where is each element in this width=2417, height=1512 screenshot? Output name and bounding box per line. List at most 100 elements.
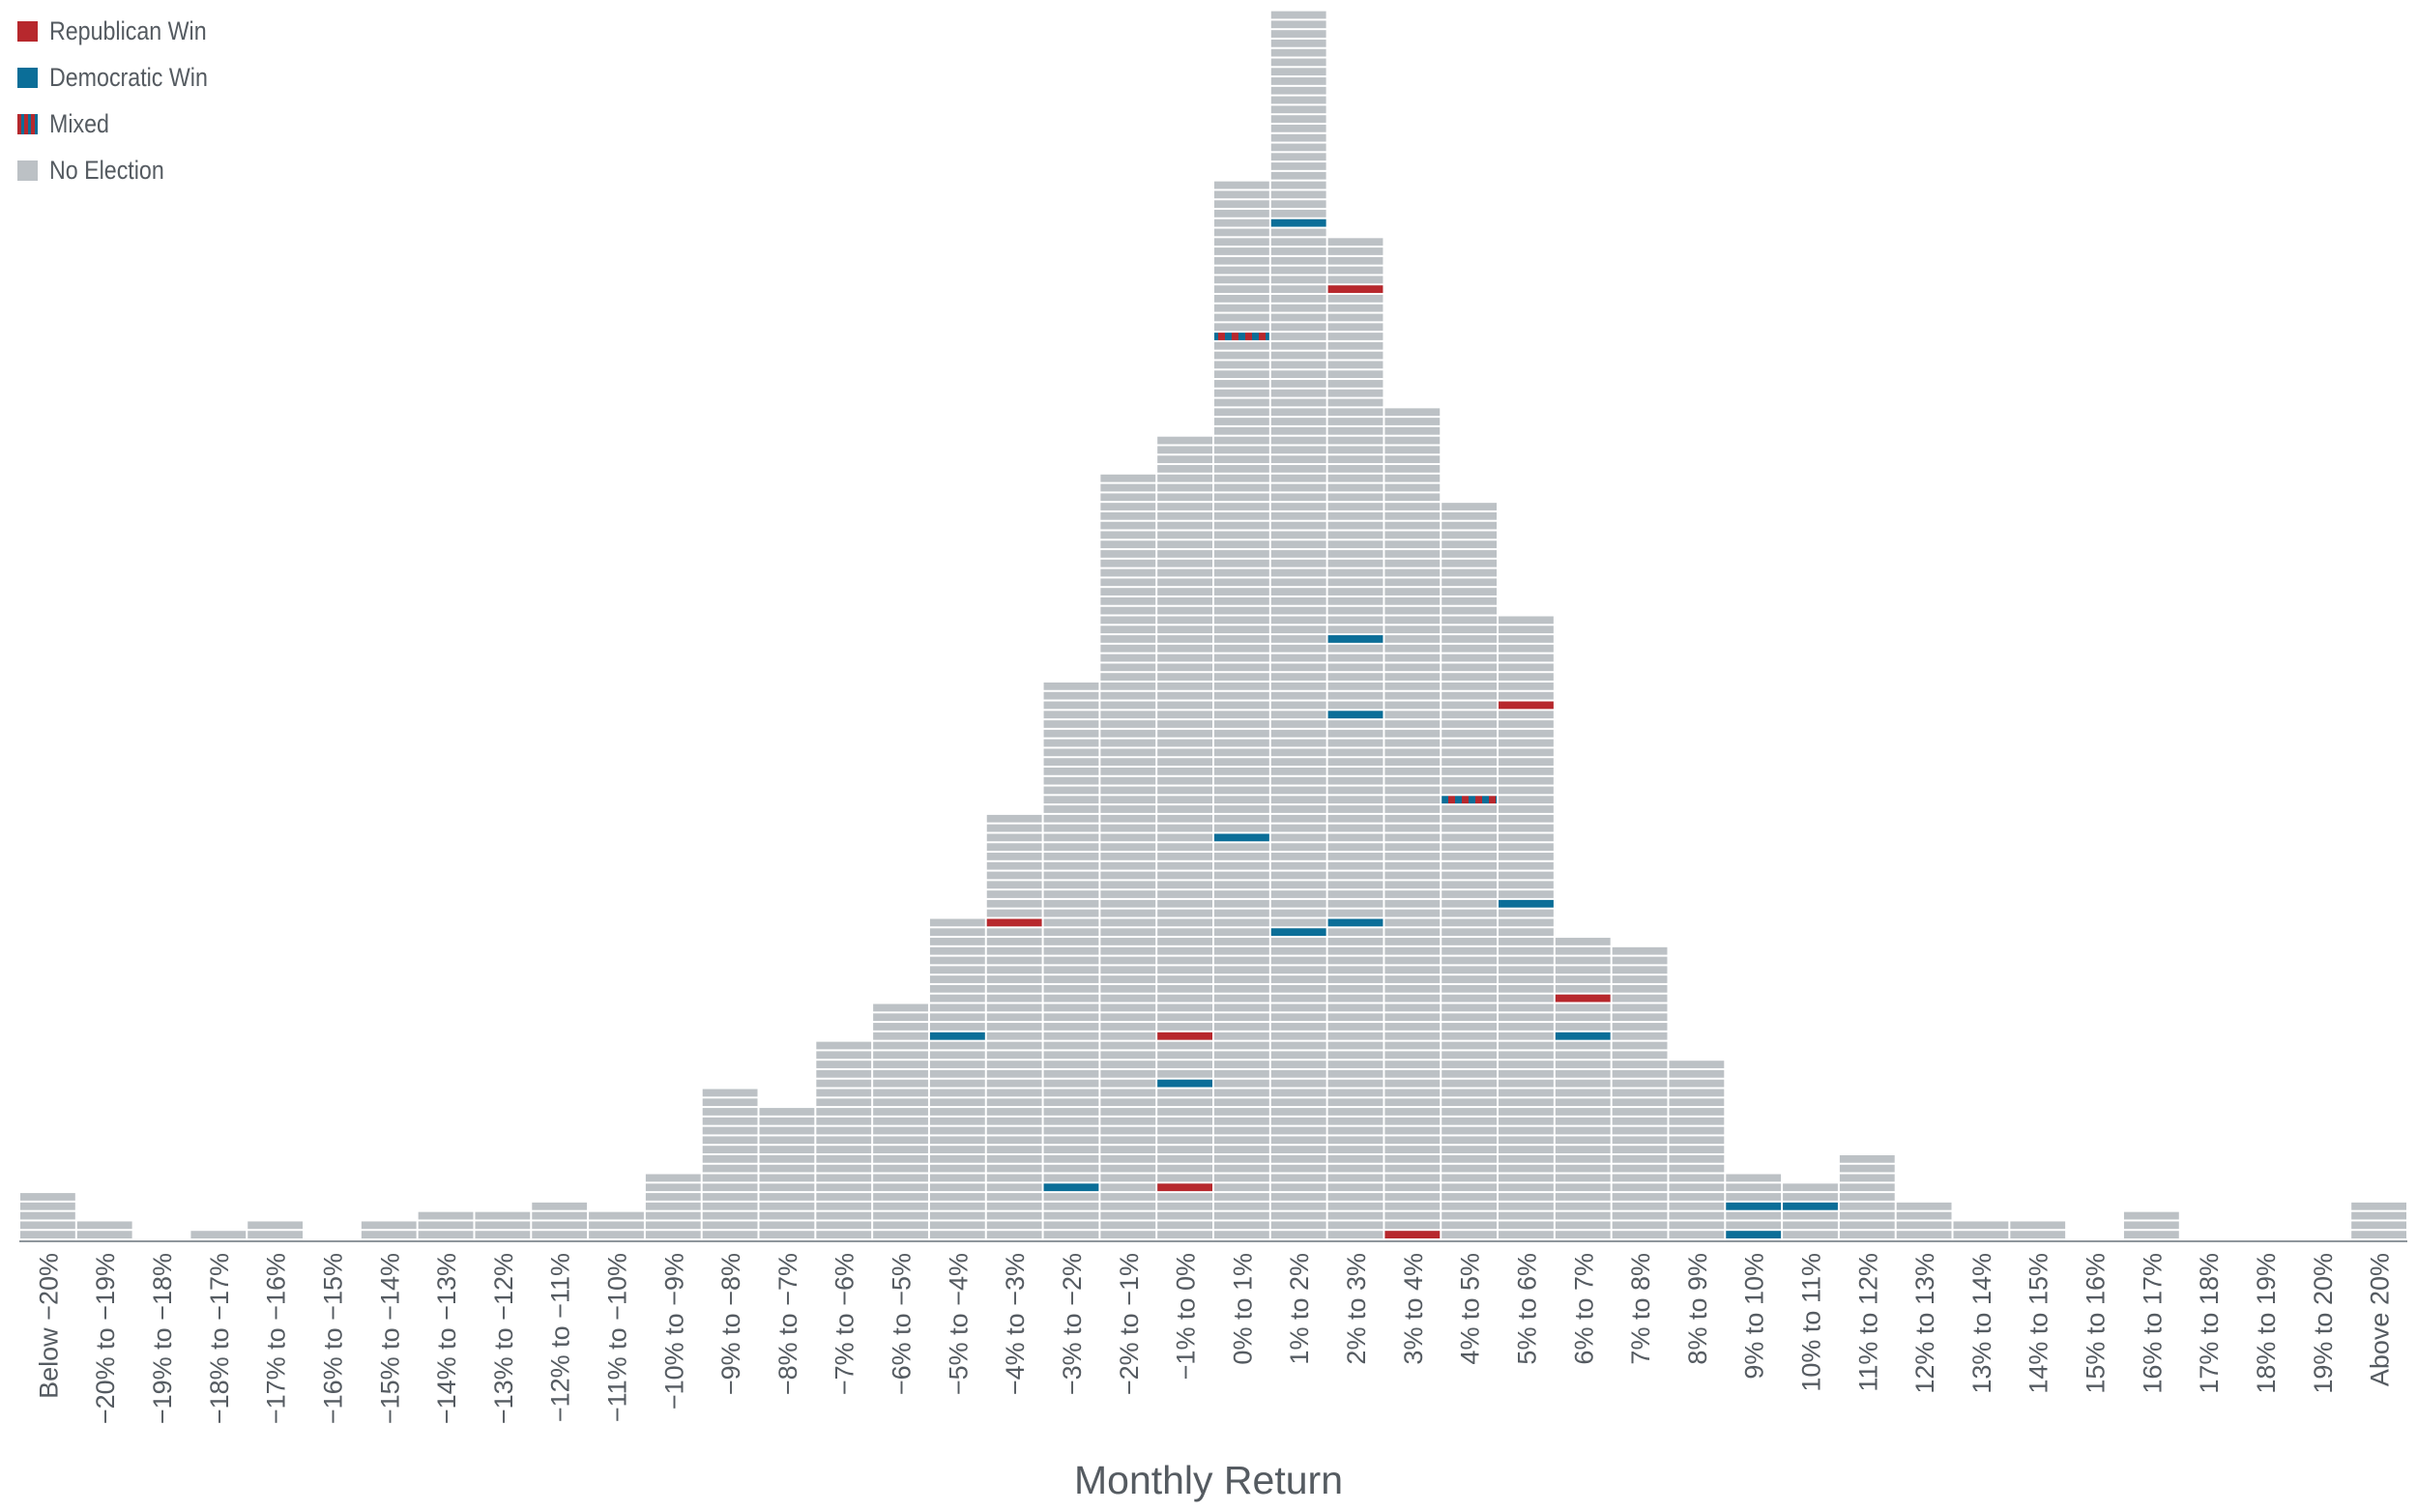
bar-unit <box>1384 975 1441 983</box>
bar-unit <box>1384 786 1441 795</box>
bar-unit <box>986 994 1042 1003</box>
bar-unit <box>1441 899 1498 908</box>
bar-unit <box>1270 568 1326 577</box>
tick-label: 14% to 15% <box>2024 1253 2053 1394</box>
bar-unit <box>1612 1164 1668 1173</box>
bar-unit <box>1669 1126 1725 1135</box>
bar-unit <box>873 1098 928 1107</box>
legend-swatch-republican <box>17 20 38 42</box>
bar-unit <box>1214 228 1269 237</box>
bar-unit <box>1043 701 1099 710</box>
bar-unit <box>1100 918 1156 927</box>
bar-unit <box>1327 673 1383 681</box>
bar-unit <box>929 1098 985 1107</box>
bar-unit <box>702 1108 758 1116</box>
bar-unit <box>1499 1023 1554 1031</box>
bar-unit <box>759 1221 815 1230</box>
bar <box>1783 1183 1838 1238</box>
bar-unit <box>1043 966 1099 974</box>
bar-unit <box>1441 881 1498 889</box>
bar-unit <box>1327 540 1383 549</box>
election-highlight <box>1327 285 1383 293</box>
bar-unit <box>1270 805 1326 813</box>
bar-unit <box>1499 654 1554 662</box>
bar-unit <box>2351 1221 2406 1230</box>
bar-unit <box>929 1164 985 1173</box>
bar-unit <box>361 1231 417 1238</box>
election-highlight <box>929 1032 985 1040</box>
bar-unit <box>475 1231 531 1238</box>
bar-unit <box>1499 739 1554 747</box>
tick-label: −14% to −13% <box>432 1253 461 1424</box>
bar-unit <box>1043 1003 1099 1012</box>
bar-unit <box>1157 739 1212 747</box>
bar-unit <box>1327 644 1383 653</box>
bar-unit <box>1384 994 1441 1003</box>
bar-unit <box>1270 673 1326 681</box>
bar-unit <box>816 1183 872 1192</box>
bar <box>20 1193 75 1238</box>
bar-unit <box>1441 673 1498 681</box>
bar-unit <box>1384 1013 1441 1022</box>
bar-unit <box>1270 1154 1326 1163</box>
legend-label-democratic: Democratic Win <box>49 62 208 92</box>
bar-unit <box>1157 843 1212 852</box>
bar-unit <box>1214 247 1269 255</box>
tick-label: 8% to 9% <box>1683 1253 1712 1365</box>
bar-unit <box>1499 776 1554 785</box>
bar-unit <box>1441 1013 1498 1022</box>
bar-unit <box>1157 455 1212 464</box>
bar-unit <box>1100 616 1156 625</box>
bar-unit <box>1043 1202 1099 1210</box>
bar-unit <box>1214 701 1269 710</box>
bar-unit <box>1441 654 1498 662</box>
bar-unit <box>1327 370 1383 379</box>
bar-unit <box>702 1136 758 1145</box>
bar-unit <box>1043 824 1099 832</box>
bar-unit <box>1043 758 1099 766</box>
bar-unit <box>1270 493 1326 502</box>
bar-unit <box>1270 899 1326 908</box>
bar-unit <box>1499 1221 1554 1230</box>
bar-unit <box>1100 994 1156 1003</box>
bar-unit <box>1214 654 1269 662</box>
bar-unit <box>1100 596 1156 605</box>
bar-unit <box>1499 1164 1554 1173</box>
bar-unit <box>475 1211 531 1220</box>
bar-unit <box>1214 1231 1269 1238</box>
bar-unit <box>1270 436 1326 445</box>
bar-unit <box>1327 333 1383 340</box>
bar-unit <box>1214 341 1269 350</box>
bar-unit <box>1327 550 1383 558</box>
bar-unit <box>1270 162 1326 170</box>
bar-unit <box>986 853 1042 860</box>
bar-unit <box>816 1069 872 1078</box>
bar-unit <box>929 1202 985 1210</box>
bar-unit <box>986 966 1042 974</box>
bar <box>248 1221 304 1238</box>
bar-unit <box>1270 181 1326 189</box>
bar-unit <box>1384 805 1441 813</box>
bar-unit <box>1157 975 1212 983</box>
election-highlight <box>1157 1079 1212 1088</box>
bar-unit <box>1384 1089 1441 1097</box>
bar-unit <box>475 1221 531 1230</box>
bar-unit <box>1327 928 1383 937</box>
bar-unit <box>1612 1231 1668 1238</box>
bar-unit <box>1384 861 1441 870</box>
bar-unit <box>1157 625 1212 634</box>
bar-unit <box>1384 984 1441 993</box>
bar-unit <box>1441 786 1498 795</box>
bar-unit <box>1384 729 1441 738</box>
bar <box>1839 1154 1895 1238</box>
bar <box>645 1174 701 1238</box>
bar-unit <box>1214 436 1269 445</box>
bar-unit <box>1384 673 1441 681</box>
bar-unit <box>1214 540 1269 549</box>
bar-unit <box>1043 1126 1099 1135</box>
bar-unit <box>929 918 985 927</box>
tick-label: 17% to 18% <box>2195 1253 2224 1394</box>
bar-unit <box>1100 984 1156 993</box>
bar-unit <box>1327 739 1383 747</box>
bar-unit <box>1214 711 1269 719</box>
